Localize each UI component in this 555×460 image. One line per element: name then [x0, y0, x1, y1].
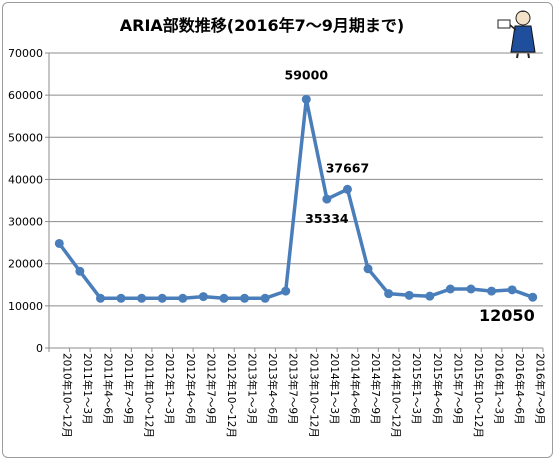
y-tick-label: 0	[36, 342, 43, 355]
x-tick-label: 2015年7〜9月	[451, 353, 464, 425]
x-tick-label: 2014年10〜12月	[390, 353, 403, 438]
mascot-head	[515, 10, 531, 26]
x-tick-label: 2013年10〜12月	[307, 353, 320, 438]
data-point	[342, 184, 352, 194]
y-tick-label: 70000	[8, 47, 43, 60]
x-tick-label: 2014年1〜3月	[328, 353, 341, 425]
x-tick-label: 2014年7〜9月	[369, 353, 382, 425]
data-point	[404, 290, 414, 300]
y-axis-ticks: 0 10000 20000 30000 40000 50000 60000 70000	[8, 47, 49, 355]
data-point	[116, 293, 126, 303]
x-tick-label: 2011年10〜12月	[143, 353, 156, 438]
x-tick-label: 2012年10〜12月	[225, 353, 238, 438]
data-point	[75, 266, 85, 276]
data-point	[54, 238, 64, 248]
data-label: 12050	[479, 306, 535, 325]
data-point	[445, 284, 455, 294]
x-tick-label: 2015年10〜12月	[472, 353, 485, 438]
x-tick-label: 2012年4〜6月	[184, 353, 197, 425]
data-point	[507, 285, 517, 295]
y-tick-label: 40000	[8, 173, 43, 186]
data-label: 59000	[285, 67, 329, 82]
data-point	[322, 194, 332, 204]
data-point	[466, 284, 476, 294]
data-point	[425, 291, 435, 301]
x-tick-label: 2014年4〜6月	[348, 353, 361, 425]
x-tick-label: 2011年4〜6月	[101, 353, 114, 425]
data-point	[137, 293, 147, 303]
mascot-hair	[516, 11, 530, 15]
x-tick-label: 2013年1〜3月	[246, 353, 259, 425]
data-point	[301, 94, 311, 104]
y-tick-label: 20000	[8, 258, 43, 271]
data-point	[363, 264, 373, 274]
data-point	[487, 286, 497, 296]
y-tick-label: 60000	[8, 89, 43, 102]
data-point	[157, 293, 167, 303]
mascot-sign	[497, 19, 511, 29]
x-tick-label: 2011年7〜9月	[122, 353, 135, 425]
x-tick-label: 2010年10〜12月	[60, 353, 73, 438]
data-point	[178, 293, 188, 303]
x-tick-label: 2016年1〜3月	[493, 353, 506, 425]
mascot-illustration	[497, 10, 536, 59]
series-line	[54, 94, 538, 303]
x-axis-ticks: 2010年10〜12月 2011年1〜3月 2011年4〜6月 2011年7〜9月 20…	[48, 348, 547, 438]
x-tick-label: 2015年1〜3月	[410, 353, 423, 425]
chart-title: ARIA部数推移(2016年7〜9月期まで)	[120, 16, 404, 35]
y-tick-label: 30000	[8, 216, 43, 229]
x-tick-label: 2012年7〜9月	[204, 353, 217, 425]
data-label: 37667	[326, 160, 370, 175]
mascot-arm	[509, 24, 517, 31]
x-tick-label: 2012年1〜3月	[163, 353, 176, 425]
x-tick-label: 2011年1〜3月	[81, 353, 94, 425]
y-tick-label: 50000	[8, 131, 43, 144]
data-labels: 59000 35334 37667 12050	[285, 67, 535, 325]
x-tick-label: 2013年4〜6月	[266, 353, 279, 425]
x-tick-label: 2015年4〜6月	[431, 353, 444, 425]
data-point	[260, 293, 270, 303]
data-point	[240, 293, 250, 303]
series-line-path	[57, 97, 534, 301]
data-point	[219, 293, 229, 303]
y-tick-label: 10000	[8, 300, 43, 313]
data-point	[281, 286, 291, 296]
data-point	[528, 292, 538, 302]
data-point	[384, 289, 394, 299]
x-tick-label: 2016年4〜6月	[513, 353, 526, 425]
mascot-body	[510, 25, 536, 53]
x-tick-label: 2013年7〜9月	[287, 353, 300, 425]
data-point	[95, 293, 105, 303]
data-label: 35334	[305, 211, 349, 226]
data-point	[198, 292, 208, 302]
gridlines	[49, 52, 543, 307]
x-tick-label: 2016年7〜9月	[534, 353, 547, 425]
